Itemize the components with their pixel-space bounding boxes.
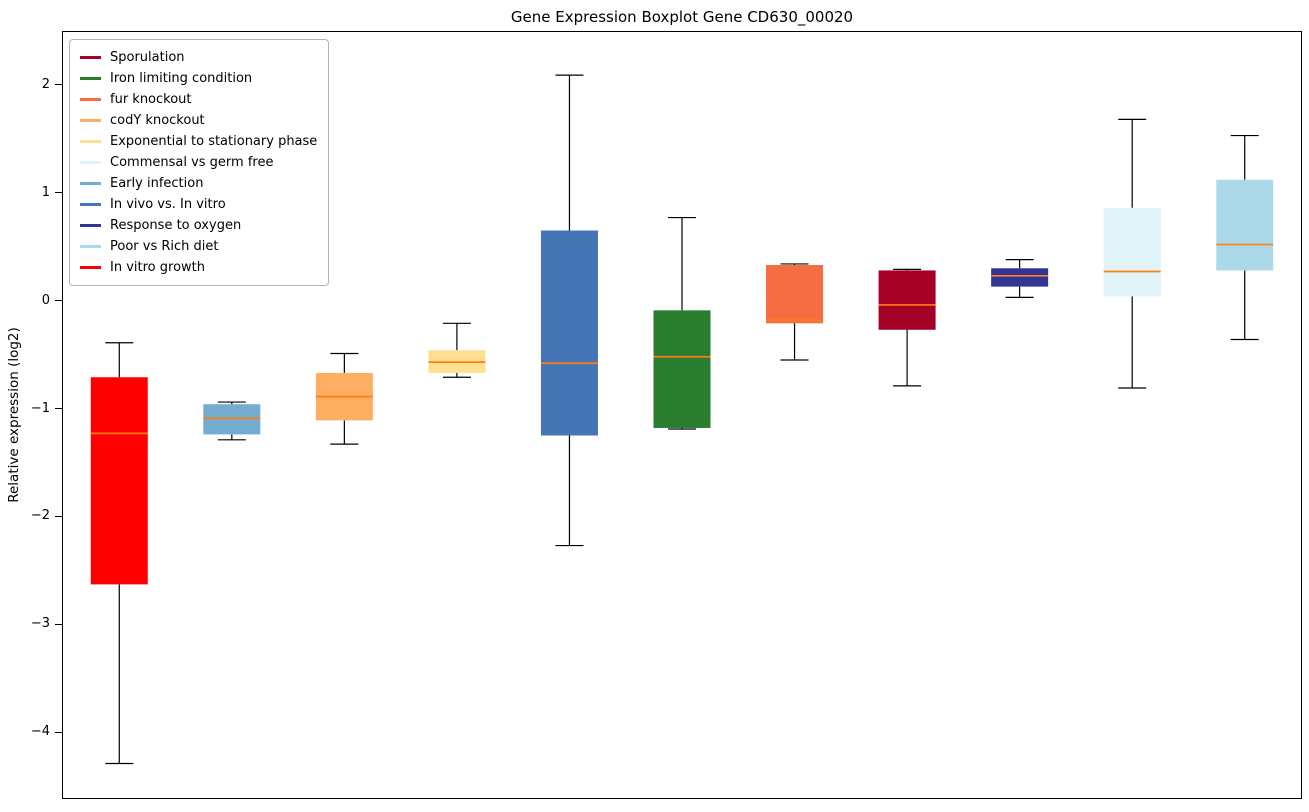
y-tick-label: −3 [30, 616, 50, 632]
legend-item: Poor vs Rich diet [80, 236, 317, 257]
legend: Sporulation Iron limiting condition fur kn… [69, 39, 330, 286]
legend-item: Sporulation [80, 47, 317, 68]
legend-label: Early infection [110, 176, 204, 191]
legend-label: Iron limiting condition [110, 71, 253, 86]
box [90, 377, 148, 585]
legend-item: codY knockout [80, 110, 317, 131]
legend-label: Poor vs Rich diet [110, 239, 219, 254]
y-tick-label: −1 [30, 400, 50, 416]
box [653, 310, 711, 428]
box [766, 265, 824, 324]
legend-swatch-icon [80, 140, 101, 143]
legend-label: Commensal vs germ free [110, 155, 274, 170]
legend-swatch-icon [80, 203, 101, 206]
legend-item: Iron limiting condition [80, 68, 317, 89]
legend-swatch-icon [80, 56, 101, 59]
y-tick-mark [55, 623, 62, 625]
legend-label: Response to oxygen [110, 218, 242, 233]
box [203, 404, 261, 435]
boxplot-group [90, 342, 148, 765]
box [991, 268, 1049, 287]
y-tick-mark [55, 731, 62, 733]
boxplot-group [315, 352, 373, 445]
legend-item: In vivo vs. In vitro [80, 194, 317, 215]
box [540, 230, 598, 436]
boxplot-group [540, 74, 598, 547]
boxplot-group [428, 322, 486, 378]
chart-title: Gene Expression Boxplot Gene CD630_00020 [510, 8, 854, 26]
y-tick-mark [55, 192, 62, 194]
y-tick-label: 2 [41, 76, 50, 92]
y-tick-label: 1 [41, 184, 50, 200]
plot-area [62, 31, 1302, 799]
boxplot-group [1216, 134, 1274, 341]
legend-label: fur knockout [110, 92, 192, 107]
legend-label: In vivo vs. In vitro [110, 197, 226, 212]
legend-label: Exponential to stationary phase [110, 134, 318, 149]
legend-swatch-icon [80, 224, 101, 227]
y-tick-mark [55, 84, 62, 86]
boxplot-group [653, 216, 711, 430]
legend-item: In vitro growth [80, 257, 317, 278]
legend-item: fur knockout [80, 89, 317, 110]
legend-label: codY knockout [110, 113, 205, 128]
box [1216, 179, 1274, 271]
y-tick-label: −4 [30, 724, 50, 740]
y-tick-mark [55, 515, 62, 517]
legend-swatch-icon [80, 98, 101, 101]
boxplot-group [991, 259, 1049, 299]
boxplot-group [878, 268, 936, 387]
box [878, 270, 936, 330]
y-tick-mark [55, 300, 62, 302]
boxplot-group [1103, 118, 1161, 389]
legend-swatch-icon [80, 119, 101, 122]
y-tick-label: −2 [30, 508, 50, 524]
y-tick-label: 0 [41, 292, 50, 308]
boxplot-svg [90, 74, 1274, 765]
legend-item: Early infection [80, 173, 317, 194]
box [1103, 207, 1161, 297]
legend-item: Commensal vs germ free [80, 152, 317, 173]
legend-label: In vitro growth [110, 260, 205, 275]
boxplot-group [766, 263, 824, 361]
legend-swatch-icon [80, 182, 101, 185]
legend-swatch-icon [80, 77, 101, 80]
legend-swatch-icon [80, 266, 101, 269]
legend-swatch-icon [80, 245, 101, 248]
legend-item: Exponential to stationary phase [80, 131, 317, 152]
legend-item: Response to oxygen [80, 215, 317, 236]
legend-label: Sporulation [110, 50, 185, 65]
legend-swatch-icon [80, 161, 101, 164]
y-tick-mark [55, 408, 62, 410]
boxplot-group [203, 401, 261, 441]
